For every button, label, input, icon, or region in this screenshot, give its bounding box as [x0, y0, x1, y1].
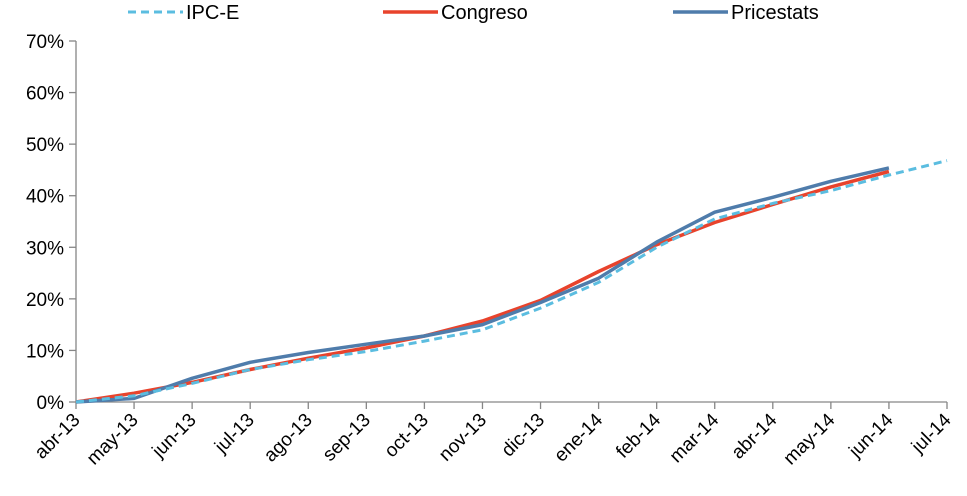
x-tick-label: mar-14	[666, 409, 724, 467]
y-tick-label: 60%	[26, 84, 64, 105]
x-tick-label: jul-13	[210, 410, 258, 458]
x-tick-label: abr-13	[31, 410, 85, 464]
x-tick-label: oct-13	[381, 410, 433, 462]
x-tick-label: feb-14	[612, 409, 665, 462]
legend-item: IPC-E	[128, 2, 239, 24]
legend-label: IPC-E	[186, 2, 239, 24]
x-tick-label: dic-13	[498, 410, 549, 461]
series-line-pricestats	[75, 166, 890, 404]
x-tick-label: jul-14	[907, 409, 956, 458]
legend-item: Congreso	[383, 2, 528, 24]
series-line-congreso	[75, 169, 890, 404]
x-tick-label: jun-13	[148, 410, 201, 463]
y-tick-label: 70%	[26, 32, 64, 53]
legend: IPC-E Congreso Pricestats	[128, 2, 819, 24]
y-tick-label: 20%	[26, 290, 64, 311]
x-tick-label: ene-14	[550, 409, 607, 466]
x-tick-label: may-13	[83, 410, 143, 470]
x-tick-label: abr-14	[728, 409, 782, 463]
y-tick-label: 30%	[26, 238, 64, 259]
series-line-ipc-e	[75, 159, 948, 404]
legend-label: Congreso	[441, 2, 528, 24]
y-tick-label: 0%	[37, 393, 65, 414]
y-tick-label: 50%	[26, 135, 64, 156]
x-tick-label: nov-13	[435, 410, 491, 466]
legend-label: Pricestats	[731, 2, 819, 24]
x-tick-label: ago-13	[260, 410, 317, 467]
x-tick-label: jun-14	[845, 409, 898, 462]
legend-item: Pricestats	[673, 2, 819, 24]
y-axis: 0% 10% 20% 30% 40% 50% 60% 70%	[26, 32, 77, 414]
y-tick-label: 40%	[26, 187, 64, 208]
x-tick-label: may-14	[780, 409, 840, 469]
plot-area	[75, 159, 948, 404]
y-tick-label: 10%	[26, 341, 64, 362]
x-tick-label: sep-13	[319, 410, 375, 466]
